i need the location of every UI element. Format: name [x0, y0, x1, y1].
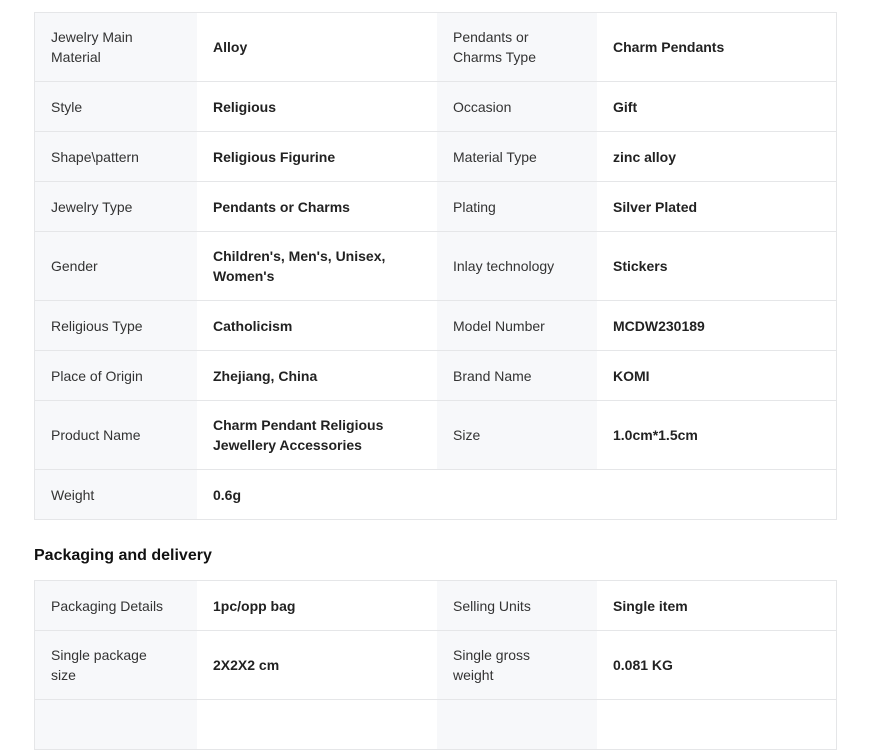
empty-cell — [437, 470, 597, 519]
spec-row: Jewelry Main Material Alloy Pendants or Ch… — [35, 13, 836, 81]
attribute-label — [437, 700, 597, 749]
attribute-label: Material Type — [437, 132, 597, 181]
product-detail-page: Jewelry Main Material Alloy Pendants or Ch… — [34, 12, 837, 750]
attribute-label: Packaging Details — [35, 581, 197, 630]
attribute-value: Pendants or Charms — [197, 182, 437, 231]
attribute-label: Model Number — [437, 301, 597, 350]
attribute-value: KOMI — [597, 351, 836, 400]
attribute-label: Jewelry Type — [35, 182, 197, 231]
attribute-value — [597, 700, 836, 749]
empty-cell — [597, 470, 836, 519]
attribute-label: Plating — [437, 182, 597, 231]
attribute-label: Shape\pattern — [35, 132, 197, 181]
attribute-value — [197, 700, 437, 749]
attribute-value: 1.0cm*1.5cm — [597, 401, 836, 469]
attribute-label: Single package size — [35, 631, 197, 699]
spec-row: Shape\pattern Religious Figurine Material … — [35, 131, 836, 181]
attribute-value: Charm Pendant Religious Jewellery Access… — [197, 401, 437, 469]
attribute-label: Product Name — [35, 401, 197, 469]
spec-row: Single package size 2X2X2 cm Single gross … — [35, 630, 836, 699]
attribute-value: 0.081 KG — [597, 631, 836, 699]
attribute-label — [35, 700, 197, 749]
spec-row: Place of Origin Zhejiang, China Brand Name… — [35, 350, 836, 400]
spec-row: Weight 0.6g — [35, 469, 836, 519]
spec-row: Product Name Charm Pendant Religious Jewe… — [35, 400, 836, 469]
spec-row — [35, 699, 836, 749]
attribute-value: Religious Figurine — [197, 132, 437, 181]
attribute-value: 2X2X2 cm — [197, 631, 437, 699]
attribute-value: Religious — [197, 82, 437, 131]
packaging-and-delivery-table: Packaging Details 1pc/opp bag Selling Unit… — [34, 580, 837, 750]
attribute-value: MCDW230189 — [597, 301, 836, 350]
spec-row: Packaging Details 1pc/opp bag Selling Unit… — [35, 581, 836, 630]
attribute-value: Stickers — [597, 232, 836, 300]
spec-row: Jewelry Type Pendants or Charms Plating Sil… — [35, 181, 836, 231]
attribute-label: Place of Origin — [35, 351, 197, 400]
attribute-label: Selling Units — [437, 581, 597, 630]
attribute-value: Catholicism — [197, 301, 437, 350]
attribute-value: 1pc/opp bag — [197, 581, 437, 630]
attribute-value: zinc alloy — [597, 132, 836, 181]
attribute-value: Alloy — [197, 13, 437, 81]
attribute-label: Inlay technology — [437, 232, 597, 300]
product-attributes-table: Jewelry Main Material Alloy Pendants or Ch… — [34, 12, 837, 520]
attribute-label: Size — [437, 401, 597, 469]
attribute-label: Religious Type — [35, 301, 197, 350]
packaging-and-delivery-heading: Packaging and delivery — [34, 547, 212, 564]
attribute-value: Silver Plated — [597, 182, 836, 231]
attribute-value: Single item — [597, 581, 836, 630]
spec-row: Gender Children's, Men's, Unisex, Women's… — [35, 231, 836, 300]
attribute-label: Single gross weight — [437, 631, 597, 699]
attribute-value: Zhejiang, China — [197, 351, 437, 400]
attribute-label: Jewelry Main Material — [35, 13, 197, 81]
attribute-value: Gift — [597, 82, 836, 131]
spec-row: Style Religious Occasion Gift — [35, 81, 836, 131]
spec-row: Religious Type Catholicism Model Number MCD… — [35, 300, 836, 350]
attribute-value: 0.6g — [197, 470, 437, 519]
attribute-label: Brand Name — [437, 351, 597, 400]
attribute-value: Charm Pendants — [597, 13, 836, 81]
attribute-label: Weight — [35, 470, 197, 519]
attribute-label: Style — [35, 82, 197, 131]
attribute-label: Occasion — [437, 82, 597, 131]
attribute-value: Children's, Men's, Unisex, Women's — [197, 232, 437, 300]
attribute-label: Gender — [35, 232, 197, 300]
attribute-label: Pendants or Charms Type — [437, 13, 597, 81]
